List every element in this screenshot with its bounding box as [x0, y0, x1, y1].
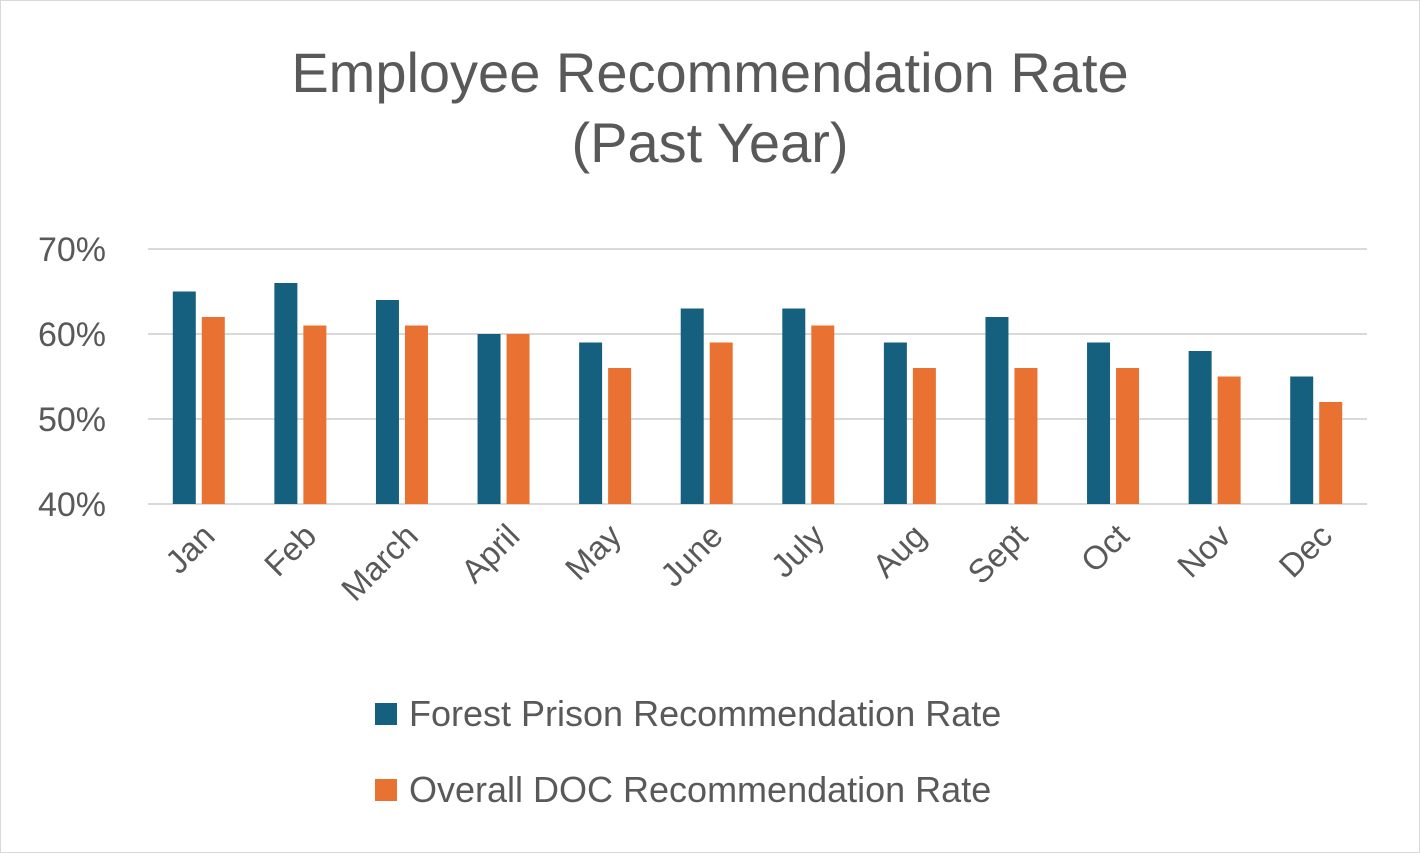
x-tick-label: Feb — [257, 517, 323, 583]
bar-forest-prison — [477, 334, 501, 504]
x-tick-label: Aug — [865, 517, 933, 585]
bar-overall-doc — [201, 317, 225, 504]
bar-forest-prison — [172, 291, 196, 504]
bar-forest-prison — [1188, 351, 1212, 504]
bar-forest-prison — [579, 342, 603, 504]
x-tick-label: Oct — [1074, 517, 1136, 579]
legend: Forest Prison Recommendation Rate Overal… — [375, 690, 1001, 842]
bar-forest-prison — [883, 342, 907, 504]
bar-forest-prison — [274, 283, 298, 504]
x-tick-label: Sept — [960, 517, 1034, 591]
bar-overall-doc — [1319, 402, 1343, 504]
chart-title: Employee Recommendation Rate (Past Year) — [0, 38, 1420, 178]
bar-overall-doc — [1116, 368, 1140, 504]
bar-forest-prison — [985, 317, 1009, 504]
bar-overall-doc — [404, 325, 428, 504]
bar-forest-prison — [1290, 376, 1314, 504]
legend-item-forest-prison: Forest Prison Recommendation Rate — [375, 690, 1001, 738]
y-tick-label: 40% — [38, 486, 106, 524]
bar-overall-doc — [811, 325, 835, 504]
chart-title-line-1: Employee Recommendation Rate — [291, 41, 1129, 104]
x-tick-label: Jan — [158, 517, 222, 581]
legend-item-overall-doc: Overall DOC Recommendation Rate — [375, 766, 1001, 814]
y-tick-label: 50% — [38, 401, 106, 439]
bar-overall-doc — [1014, 368, 1038, 504]
x-tick-label: July — [764, 516, 832, 584]
bar-forest-prison — [680, 308, 704, 504]
bar-overall-doc — [608, 368, 632, 504]
x-tick-label: Dec — [1271, 517, 1339, 585]
bar-forest-prison — [782, 308, 806, 504]
bar-overall-doc — [709, 342, 733, 504]
y-tick-label: 60% — [38, 316, 106, 354]
x-tick-label: May — [558, 516, 629, 587]
legend-swatch-forest-prison — [375, 703, 397, 725]
bar-forest-prison — [1087, 342, 1111, 504]
x-tick-label: June — [653, 517, 730, 594]
bar-forest-prison — [375, 300, 399, 504]
x-tick-label: Nov — [1170, 516, 1238, 584]
bar-overall-doc — [506, 334, 530, 504]
y-tick-label: 70% — [38, 231, 106, 269]
bar-overall-doc — [1217, 376, 1241, 504]
legend-label-forest-prison: Forest Prison Recommendation Rate — [409, 693, 1002, 734]
bar-overall-doc — [912, 368, 936, 504]
chart-title-line-2: (Past Year) — [571, 111, 849, 174]
legend-swatch-overall-doc — [375, 779, 397, 801]
bar-overall-doc — [303, 325, 327, 504]
x-tick-label: March — [334, 517, 425, 608]
x-tick-label: April — [454, 517, 527, 590]
legend-label-overall-doc: Overall DOC Recommendation Rate — [409, 769, 992, 810]
